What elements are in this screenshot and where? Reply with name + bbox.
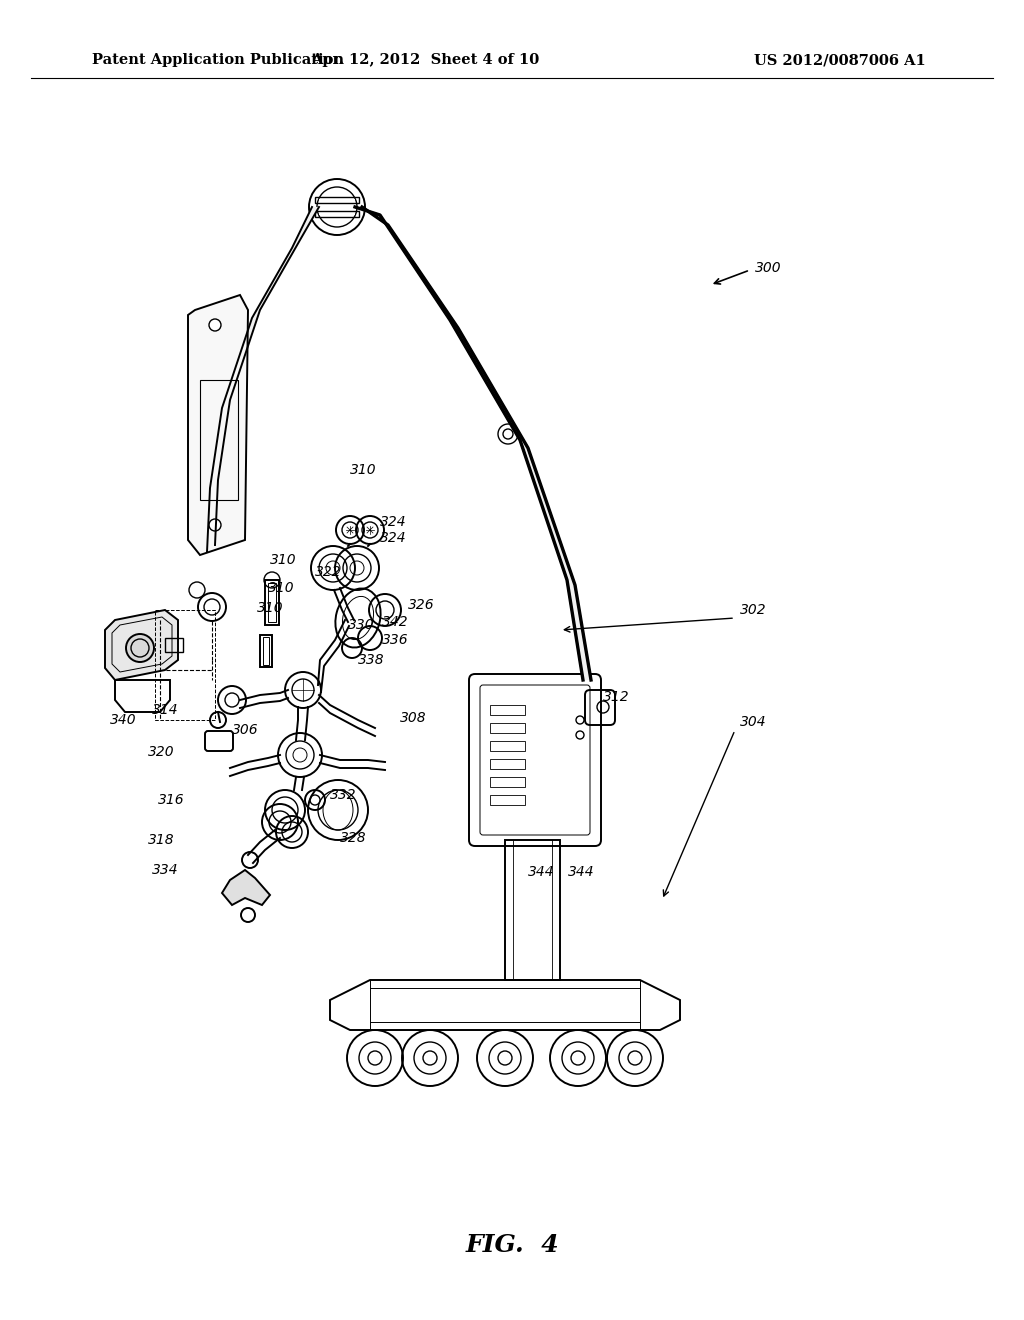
Text: 306: 306	[232, 723, 259, 737]
Text: 330: 330	[348, 618, 375, 632]
Bar	[265, 579, 279, 624]
Bar	[319, 199, 355, 215]
Polygon shape	[380, 215, 458, 327]
Polygon shape	[210, 400, 230, 488]
Text: 338: 338	[358, 653, 385, 667]
Text: 320: 320	[148, 744, 175, 759]
Text: 302: 302	[740, 603, 767, 616]
Text: 344: 344	[528, 865, 555, 879]
Text: 310: 310	[257, 601, 284, 615]
Polygon shape	[222, 310, 260, 408]
Bar	[263, 638, 269, 665]
Bar	[200, 380, 238, 500]
Text: 328: 328	[340, 832, 367, 845]
Circle shape	[498, 424, 518, 444]
Text: 310: 310	[270, 553, 297, 568]
Polygon shape	[188, 294, 248, 554]
Text: US 2012/0087006 A1: US 2012/0087006 A1	[754, 53, 926, 67]
Bar	[490, 795, 525, 805]
Text: 342: 342	[382, 615, 409, 630]
Text: 324: 324	[380, 515, 407, 529]
Text: 324: 324	[380, 531, 407, 545]
Polygon shape	[450, 319, 528, 447]
Polygon shape	[520, 440, 575, 585]
Text: 340: 340	[110, 713, 136, 727]
Text: 310: 310	[350, 463, 377, 477]
Bar	[315, 197, 359, 203]
Bar	[490, 759, 525, 770]
Text: 326: 326	[408, 598, 434, 612]
Text: 332: 332	[330, 788, 356, 803]
Text: 304: 304	[740, 715, 767, 729]
Circle shape	[209, 319, 221, 331]
Text: 312: 312	[603, 690, 630, 704]
Circle shape	[126, 634, 154, 663]
Bar	[315, 211, 359, 216]
Bar	[505, 840, 560, 979]
Polygon shape	[355, 207, 388, 224]
Bar	[165, 638, 183, 652]
Bar	[490, 741, 525, 751]
Polygon shape	[567, 579, 591, 680]
Bar	[490, 705, 525, 715]
Bar	[490, 777, 525, 787]
Text: 316: 316	[158, 793, 184, 807]
Text: FIG.  4: FIG. 4	[465, 1233, 559, 1257]
Bar	[260, 635, 272, 667]
Text: 318: 318	[148, 833, 175, 847]
Polygon shape	[105, 610, 178, 680]
Text: 322: 322	[315, 565, 342, 579]
Polygon shape	[292, 207, 319, 248]
Text: 334: 334	[152, 863, 178, 876]
Text: 310: 310	[268, 581, 295, 595]
Bar	[268, 583, 276, 622]
Circle shape	[209, 519, 221, 531]
Text: 344: 344	[568, 865, 595, 879]
Text: 300: 300	[755, 261, 781, 275]
Text: 314: 314	[152, 704, 178, 717]
Polygon shape	[207, 480, 218, 552]
Text: Patent Application Publication: Patent Application Publication	[92, 53, 344, 67]
Polygon shape	[222, 870, 270, 906]
Text: Apr. 12, 2012  Sheet 4 of 10: Apr. 12, 2012 Sheet 4 of 10	[311, 53, 539, 67]
Text: 308: 308	[400, 711, 427, 725]
Bar	[490, 723, 525, 733]
Polygon shape	[252, 240, 300, 318]
Text: 336: 336	[382, 634, 409, 647]
